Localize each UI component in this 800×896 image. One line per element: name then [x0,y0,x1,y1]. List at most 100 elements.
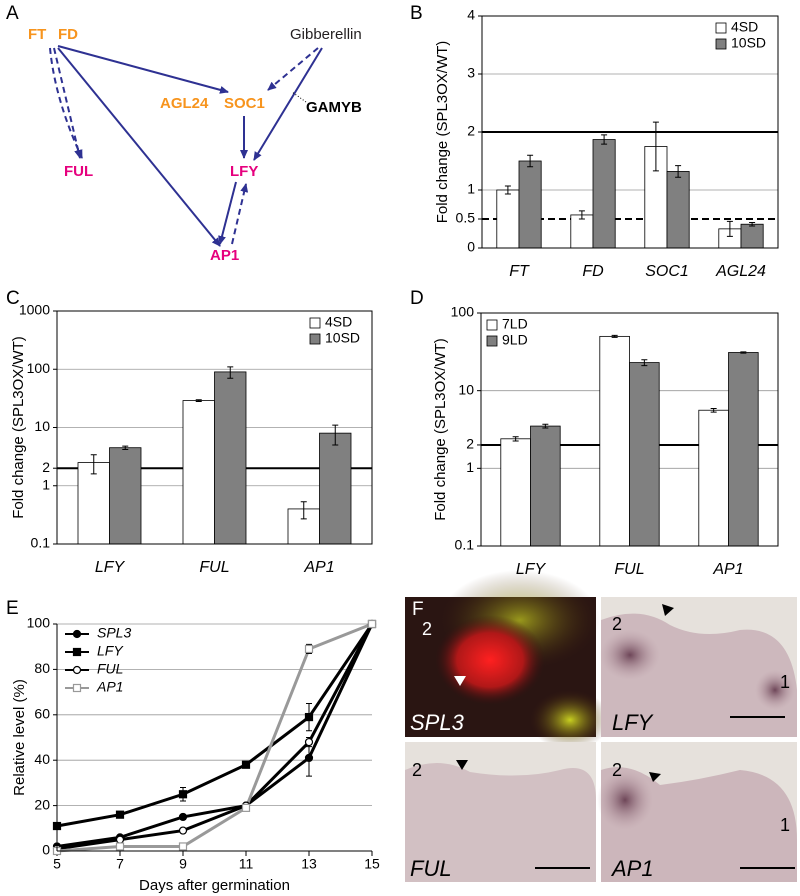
y-tick-label: 0 [42,842,50,858]
line [56,623,374,828]
x-tick-label: AP1 [712,561,743,578]
legend-swatch [486,335,498,347]
marker [72,665,82,675]
arrow [57,47,221,247]
bar [182,400,215,545]
marker [304,712,314,722]
y-tick-label: 40 [34,751,50,767]
y-tick-label: 80 [34,660,50,676]
y-axis-label: Fold change (SPL3OX/WT) [10,336,27,519]
error-bar [641,359,648,367]
y-tick-label: 1 [467,181,475,197]
panel-label: B [410,3,423,24]
legend-label: 9LD [502,332,528,348]
panel-label: A [6,3,19,24]
bar [570,214,594,249]
diagram: A FT FD Gibberellin AGL24 SOC1 GAMYB FUL… [6,3,362,264]
plot-frame [480,312,779,547]
region-label: 2 [422,619,432,639]
arrowhead [456,760,468,770]
y-tick-label: 2 [42,459,50,475]
node: AGL24 [160,95,209,112]
bar [214,371,247,545]
error-bar [749,221,756,227]
bar [109,447,142,545]
arrow [53,47,83,159]
arrowhead [454,676,466,686]
plot-frame [56,310,373,545]
legend-label: AP1 [96,679,123,695]
x-tick-label: 11 [239,856,254,872]
error-bar [710,407,717,413]
y-tick-label: 100 [451,304,475,320]
error-bar [332,424,339,446]
y-tick-label: 60 [34,706,50,722]
marker [304,753,314,763]
node: FT [28,26,46,43]
y-tick-label: 10 [458,381,474,397]
panel-label: F [412,599,424,620]
legend-label: 10SD [731,35,766,51]
marker [178,842,188,851]
line [56,622,373,853]
legend-label: FUL [97,661,123,677]
y-tick-label: 3 [467,65,475,81]
panel-label: D [410,288,424,309]
y-tick-label: 20 [34,796,50,812]
node: SOC1 [224,95,265,112]
marker [178,826,188,835]
arrow [253,47,323,161]
marker [241,803,251,812]
bar [698,409,729,547]
tissue [405,762,596,882]
legend-swatch [715,38,727,50]
marker [72,629,82,639]
x-axis-label: Days after germination [139,877,290,894]
x-tick-label: FD [582,263,604,280]
y-tick-label: 100 [27,615,51,631]
bar [496,189,520,249]
error-bar [527,154,534,168]
bar [530,425,561,547]
y-axis-label: Fold change (SPL3OX/WT) [432,338,449,521]
y-tick-label: 100 [27,360,51,376]
x-tick-label: 15 [364,856,380,872]
error-bar [611,334,618,338]
gene-label: SPL3 [410,710,465,735]
legend-label: 7LD [502,316,528,332]
legend-swatch [309,333,321,345]
error-bar [300,501,307,520]
x-tick-label: FT [509,263,530,280]
x-tick-label: FUL [614,561,644,578]
y-tick-label: 0.1 [31,535,51,551]
marker [241,760,251,769]
x-tick-label: AP1 [303,559,334,576]
marker [72,683,82,693]
error-bar [601,134,608,145]
marker [304,644,314,654]
stain [755,670,795,710]
gene-label: FUL [410,856,452,881]
legend-label: 4SD [325,314,352,330]
legend-label: 4SD [731,19,758,35]
error-bar [90,454,97,475]
node: LFY [230,163,258,180]
line [56,623,374,848]
region-label: 2 [612,760,622,780]
error-bar [512,436,519,442]
arrow [218,181,237,245]
arrows [49,45,323,247]
error-bar [227,366,234,379]
y-tick-label: 0.1 [455,537,475,553]
bar [319,432,352,545]
legend-swatch [486,319,498,331]
x-tick-label: 13 [301,856,317,872]
region-label: 2 [412,760,422,780]
bar [740,223,764,249]
error-bar [740,351,747,354]
arrow [57,45,229,94]
y-tick-label: 1000 [19,302,50,318]
legend-label: 10SD [325,330,360,346]
marker [178,812,188,822]
x-tick-label: LFY [516,561,547,578]
